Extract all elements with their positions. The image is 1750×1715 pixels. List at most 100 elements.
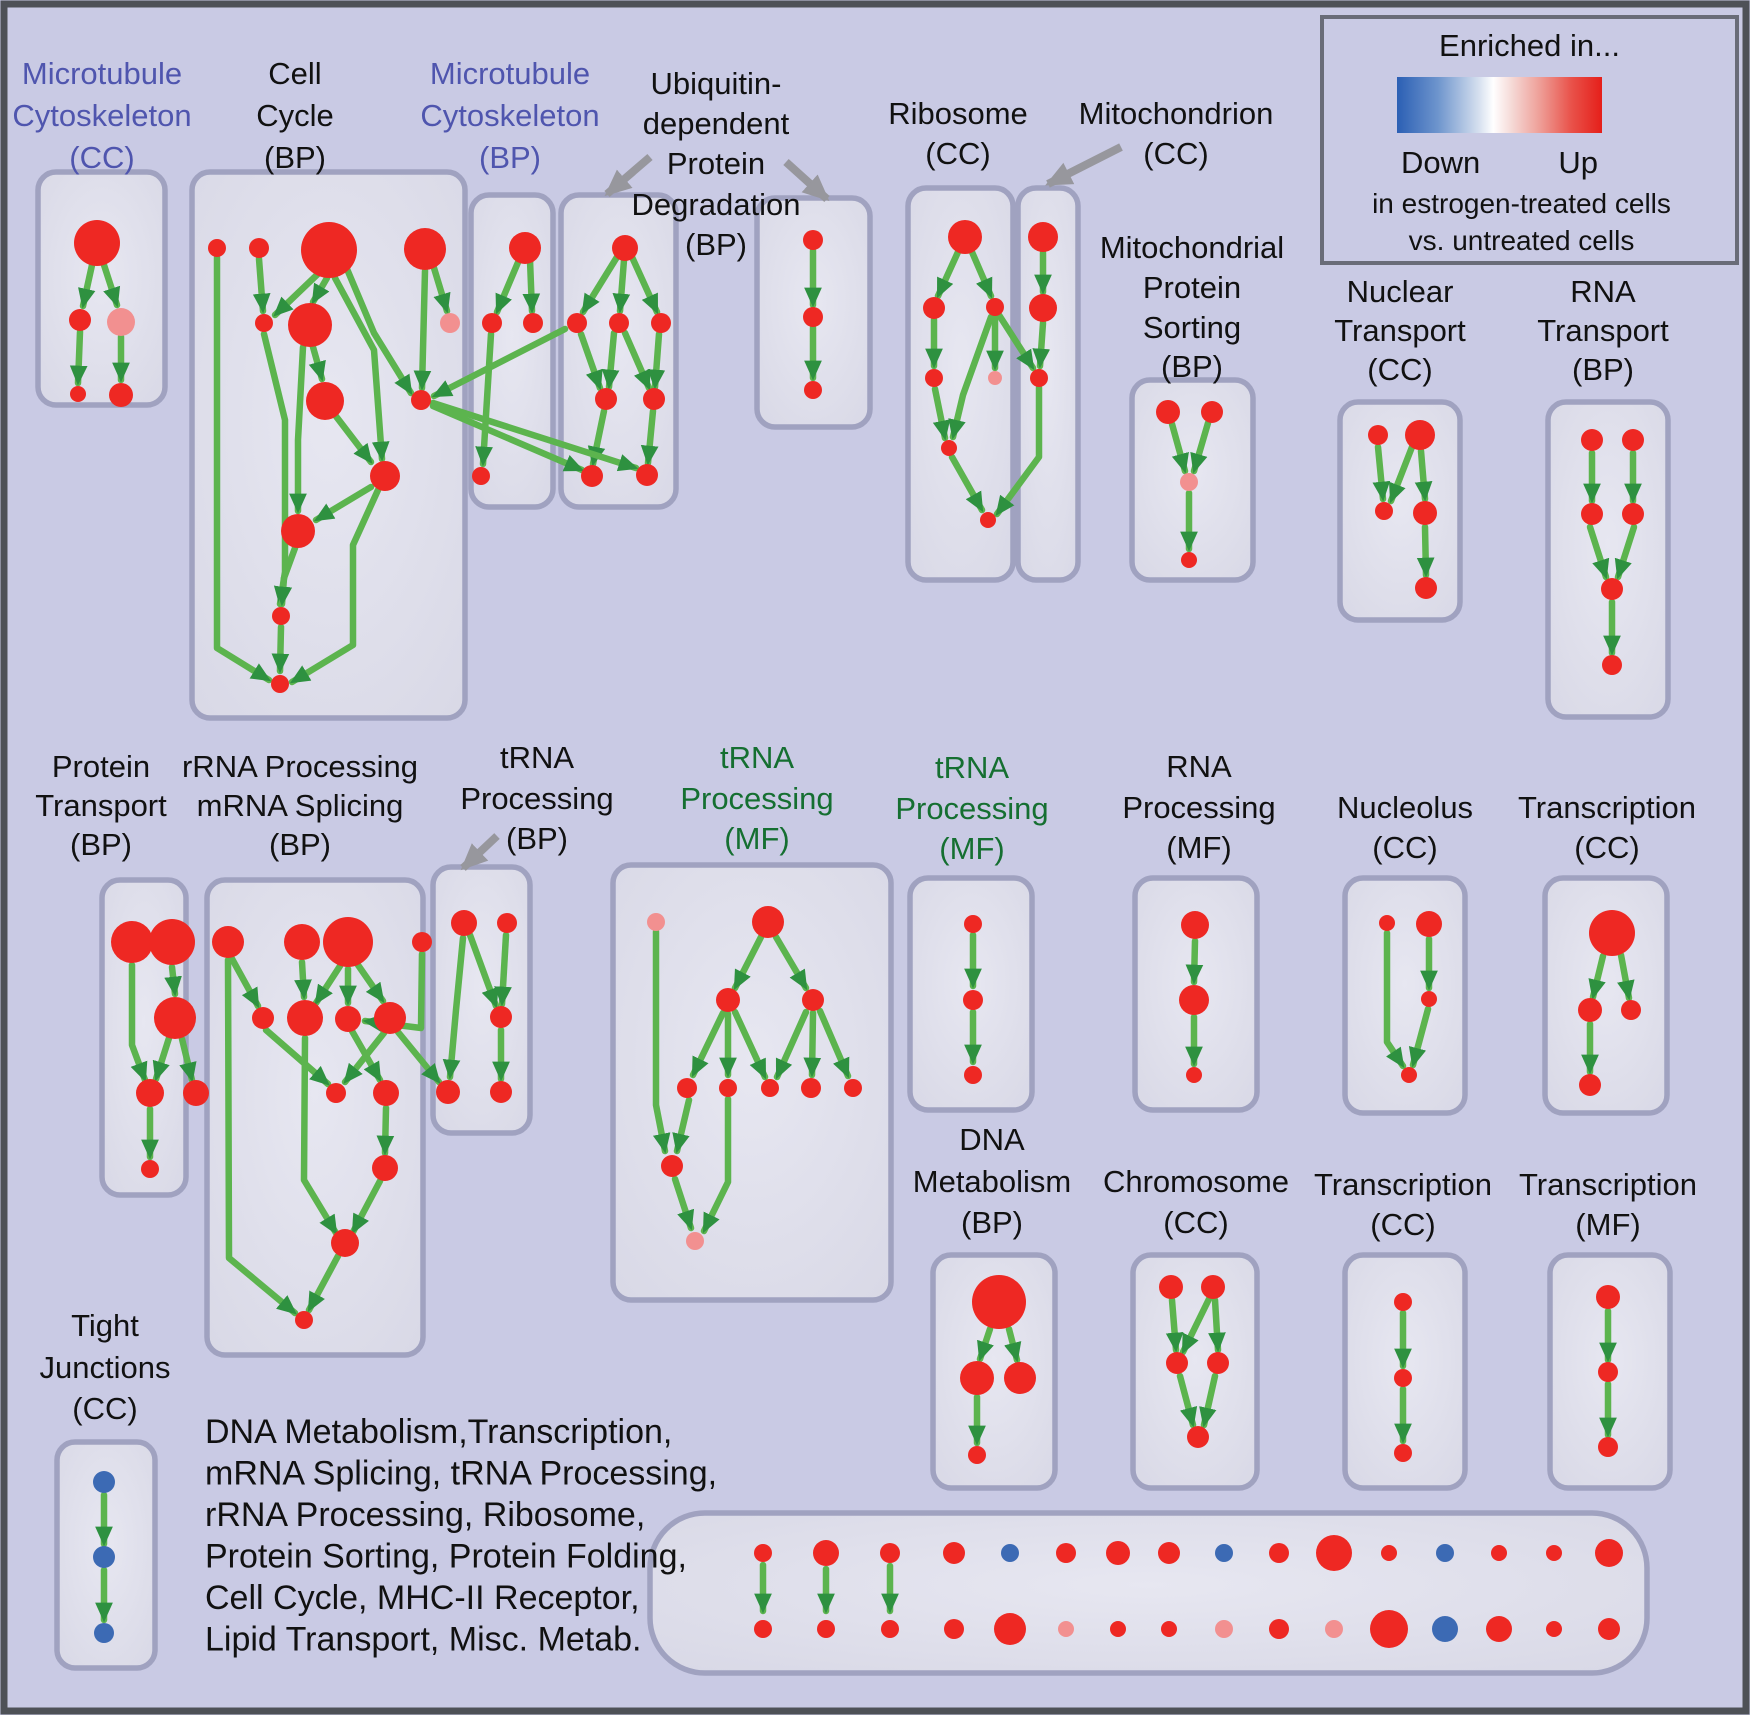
transcription-cc-lower-node-1 xyxy=(1394,1369,1412,1387)
strip-pair-9-top-node xyxy=(1269,1543,1289,1563)
trna-processing-mf-small-label: tRNA Processing (MF) xyxy=(895,750,1048,866)
cell-cycle-bp-edge-8 xyxy=(308,343,326,383)
trna-processing-bp-edge-1 xyxy=(466,931,500,1010)
ribosome-cc-node-4 xyxy=(988,371,1002,385)
transcription-mf-node-2 xyxy=(1598,1437,1618,1457)
trna-processing-mf-large-node-9 xyxy=(661,1155,683,1177)
strip-pair-11-top-node xyxy=(1381,1545,1397,1561)
rna-transport-bp-node-3 xyxy=(1622,503,1644,525)
misc-clusters-text-line-6: Lipid Transport, Misc. Metab. xyxy=(205,1621,642,1659)
tight-junctions-cc-node-1 xyxy=(93,1546,115,1568)
misc-clusters-text: DNA Metabolism,Transcription, mRNA Splici… xyxy=(205,1413,717,1659)
rrna-to-trna-bp xyxy=(394,1028,443,1086)
dna-metabolism-bp-node-0 xyxy=(972,1275,1026,1329)
rrna-processing-mrna-splicing-bp-edge-9 xyxy=(300,1034,340,1237)
cell-cycle-bp-edge-11 xyxy=(289,343,307,515)
strip-pair-0-bottom-node xyxy=(754,1620,772,1638)
rrna-processing-mrna-splicing-bp-node-7 xyxy=(374,1002,406,1034)
transcription-cc-upper-label: Transcription (CC) xyxy=(1518,790,1696,865)
nuclear-transport-cc-node-0 xyxy=(1368,425,1388,445)
trna-processing-mf-large-edge-10 xyxy=(671,1175,695,1232)
chromosome-cc-box xyxy=(1130,1252,1260,1491)
trna-processing-mf-large-node-2 xyxy=(716,988,740,1012)
ubiquitin-arrow-right xyxy=(783,159,830,202)
ubiquitin-dependent-protein-degradation-bp-edge-0 xyxy=(579,253,621,316)
protein-transport-bp-node-1 xyxy=(149,919,195,965)
cell-cycle-bp-edge-0 xyxy=(213,254,273,684)
cell-cycle-bp-edge-3 xyxy=(309,274,331,306)
ribosome-cc-label: Ribosome (CC) xyxy=(888,96,1028,171)
protein-transport-bp-edge-1 xyxy=(128,961,149,1084)
ribosome-cc-edge-1 xyxy=(968,248,995,300)
cell-cycle-bp-node-9 xyxy=(370,461,400,491)
ubiquitin-arrow-left xyxy=(604,153,653,198)
cell-cycle-bp-label: Cell Cycle (BP) xyxy=(256,56,334,175)
microtubule-cytoskeleton-cc-node-4 xyxy=(109,383,133,407)
mitochondrion-cc-node-0 xyxy=(1028,222,1058,252)
microtubule-cytoskeleton-cc-edge-1 xyxy=(100,261,121,309)
ubiquitin-second-box-node-0 xyxy=(803,230,823,250)
cellcycle-hub-to-ubiquitin-br xyxy=(429,399,640,472)
rna-processing-mf-node-0 xyxy=(1181,911,1209,939)
protein-transport-bp-label: Protein Transport (BP) xyxy=(35,749,167,862)
ubiquitin-dependent-protein-degradation-bp-edge-5 xyxy=(621,329,653,392)
strip-pair-14-top-node xyxy=(1546,1545,1562,1561)
trna-processing-mf-small-node-2 xyxy=(964,1066,982,1084)
legend-up-label: Up xyxy=(1558,145,1598,180)
rrna-processing-mrna-splicing-bp-edge-4 xyxy=(354,961,387,1005)
protein-transport-bp-node-3 xyxy=(136,1079,164,1107)
dna-metabolism-bp-edge-1 xyxy=(1004,1325,1022,1364)
cell-cycle-bp-node-2 xyxy=(301,222,357,278)
edges xyxy=(69,247,1642,1624)
tight-junctions-cc-node-0 xyxy=(93,1471,115,1493)
nucleolus-cc-edge-2 xyxy=(1408,1005,1432,1069)
transcription-cc-lower-label: Transcription (CC) xyxy=(1314,1167,1492,1242)
cell-cycle-bp-node-6 xyxy=(440,313,460,333)
ubiquitin-dependent-protein-degradation-bp-node-7 xyxy=(636,464,658,486)
trna-processing-bp-label: tRNA Processing (BP) xyxy=(460,740,613,856)
trna-processing-mf-large-node-4 xyxy=(677,1078,697,1098)
microtubule-cytoskeleton-bp-edge-2 xyxy=(475,330,495,468)
rna-processing-mf-label: RNA Processing (MF) xyxy=(1122,749,1275,865)
ribosome-cc-node-3 xyxy=(925,369,943,387)
protein-transport-bp-edge-0 xyxy=(164,963,182,998)
ubiquitin-dependent-protein-degradation-bp-edge-8 xyxy=(640,407,659,467)
ubiquitin-dependent-protein-degradation-bp-label: Ubiquitin-dependent Protein Degradation (BP… xyxy=(632,66,801,262)
ubiquitin-dependent-protein-degradation-bp-node-1 xyxy=(567,313,587,333)
legend-down-label: Down xyxy=(1401,145,1480,180)
ribosome-cc-edge-5 xyxy=(948,313,995,441)
nucleolus-cc-node-0 xyxy=(1379,915,1395,931)
trna-processing-mf-small-node-1 xyxy=(963,990,983,1010)
strip-pair-5-top-node xyxy=(1056,1543,1076,1563)
ubiquitin-dependent-protein-degradation-bp-node-5 xyxy=(643,388,665,410)
mitochondrion-cc-box xyxy=(1015,185,1081,583)
strip-pair-1-bottom-node xyxy=(817,1620,835,1638)
ubiquitin-dependent-protein-degradation-bp-edge-1 xyxy=(612,256,631,315)
nodes xyxy=(69,220,1644,1648)
nuclear-transport-cc-node-4 xyxy=(1415,577,1437,599)
strip-pair-8-top-node xyxy=(1215,1544,1233,1562)
cellcycle-hub-to-ubiquitin-bl xyxy=(429,402,586,474)
mitochondrial-protein-sorting-bp-node-2 xyxy=(1180,473,1198,491)
transcription-cc-upper-node-3 xyxy=(1579,1074,1601,1096)
ubiquitin-dependent-protein-degradation-bp-edge-4 xyxy=(601,329,620,391)
microtubule-cytoskeleton-cc-node-2 xyxy=(107,308,135,336)
microtubule-cytoskeleton-bp-edge-0 xyxy=(493,256,523,316)
ubiquitin-dependent-protein-degradation-bp-node-3 xyxy=(651,313,671,333)
transcription-cc-upper-edge-1 xyxy=(1617,951,1635,1002)
ubiquitin-dependent-protein-degradation-bp-node-4 xyxy=(595,388,617,410)
strip-pair-3-top-node xyxy=(943,1542,965,1564)
rrna-processing-mrna-splicing-bp-node-5 xyxy=(287,1000,323,1036)
rna-processing-mf-node-1 xyxy=(1179,985,1209,1015)
microtubule-cytoskeleton-bp-node-1 xyxy=(482,313,502,333)
rrna-processing-mrna-splicing-bp-edge-11 xyxy=(376,1104,395,1157)
rrna-processing-mrna-splicing-bp-edge-8 xyxy=(348,1027,384,1084)
nucleolus-cc-edge-0 xyxy=(1383,929,1407,1070)
mitochondrion-cc-edge-1 xyxy=(1032,319,1051,370)
ubiquitin-dependent-protein-degradation-bp-edge-6 xyxy=(647,330,666,391)
trna-processing-mf-large-edge-0 xyxy=(731,933,765,992)
nuclear-transport-cc-label: Nuclear Transport (CC) xyxy=(1334,274,1466,387)
microtubule-cytoskeleton-bp-node-0 xyxy=(509,232,541,264)
